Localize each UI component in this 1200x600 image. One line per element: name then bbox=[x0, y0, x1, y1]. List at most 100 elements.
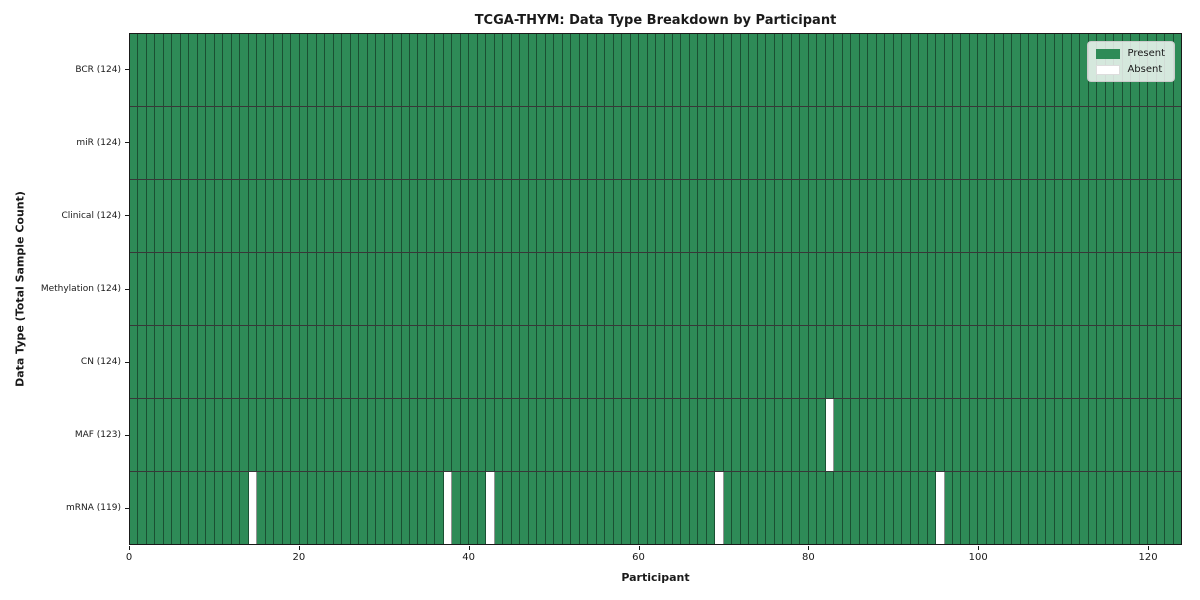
cell-present bbox=[384, 34, 394, 106]
cell-present bbox=[868, 399, 877, 471]
cell-present bbox=[842, 472, 852, 544]
cell-present bbox=[1012, 253, 1021, 325]
cell-present bbox=[783, 399, 792, 471]
cell-present bbox=[766, 180, 775, 252]
cell-present bbox=[1029, 472, 1038, 544]
cell-present bbox=[1063, 107, 1072, 179]
cell-present bbox=[579, 399, 589, 471]
cell-present bbox=[350, 326, 360, 398]
cell-present bbox=[384, 253, 394, 325]
cell-present bbox=[308, 180, 317, 252]
cell-present bbox=[579, 472, 589, 544]
cell-present bbox=[749, 472, 758, 544]
cell-present bbox=[393, 180, 402, 252]
cell-present bbox=[257, 472, 266, 544]
cell-present bbox=[622, 107, 631, 179]
cell-present bbox=[291, 180, 300, 252]
cell-present bbox=[342, 107, 351, 179]
legend-label-present: Present bbox=[1127, 48, 1165, 59]
cell-present bbox=[1131, 326, 1140, 398]
cell-present bbox=[469, 399, 478, 471]
cell-present bbox=[740, 399, 750, 471]
cell-present bbox=[401, 326, 410, 398]
cell-present bbox=[384, 326, 394, 398]
y-tick-mark bbox=[125, 215, 129, 217]
cell-present bbox=[367, 472, 377, 544]
cell-present bbox=[952, 253, 962, 325]
cell-present bbox=[299, 472, 309, 544]
cell-present bbox=[1156, 472, 1166, 544]
cell-present bbox=[647, 34, 657, 106]
cell-present bbox=[316, 107, 326, 179]
cell-present bbox=[520, 253, 529, 325]
cell-present bbox=[605, 399, 614, 471]
cell-present bbox=[986, 472, 996, 544]
cell-present bbox=[1054, 326, 1064, 398]
cell-present bbox=[528, 472, 538, 544]
cell-present bbox=[851, 253, 860, 325]
cell-present bbox=[588, 107, 597, 179]
cell-present bbox=[952, 180, 962, 252]
cell-present bbox=[333, 107, 343, 179]
cell-present bbox=[206, 253, 215, 325]
cell-present bbox=[969, 107, 979, 179]
cell-present bbox=[1114, 180, 1123, 252]
cell-present bbox=[851, 34, 860, 106]
cell-present bbox=[834, 253, 843, 325]
cell-present bbox=[910, 472, 920, 544]
cell-present bbox=[418, 34, 427, 106]
cell-present bbox=[723, 34, 733, 106]
cell-present bbox=[1029, 399, 1038, 471]
cell-present bbox=[732, 34, 741, 106]
cell-present bbox=[138, 253, 147, 325]
cell-present bbox=[995, 107, 1004, 179]
cell-present bbox=[1148, 399, 1157, 471]
cell-present bbox=[732, 107, 741, 179]
cell-present bbox=[180, 326, 190, 398]
cell-present bbox=[274, 34, 283, 106]
cell-present bbox=[995, 253, 1004, 325]
cell-present bbox=[257, 34, 266, 106]
cell-present bbox=[452, 34, 461, 106]
y-tick-label: Clinical (124) bbox=[61, 210, 121, 221]
cell-present bbox=[1029, 180, 1038, 252]
cell-present bbox=[969, 326, 979, 398]
cell-present bbox=[460, 253, 470, 325]
cell-present bbox=[588, 399, 597, 471]
cell-present bbox=[1131, 399, 1140, 471]
cell-present bbox=[359, 472, 368, 544]
cell-present bbox=[783, 253, 792, 325]
cell-present bbox=[163, 34, 173, 106]
cell-present bbox=[130, 326, 139, 398]
cell-present bbox=[868, 472, 877, 544]
cell-present bbox=[605, 180, 614, 252]
cell-present bbox=[240, 253, 249, 325]
cell-present bbox=[155, 107, 164, 179]
cell-present bbox=[231, 34, 241, 106]
cell-present bbox=[1080, 180, 1089, 252]
cell-present bbox=[885, 326, 894, 398]
cell-present bbox=[223, 399, 232, 471]
cell-present bbox=[723, 472, 733, 544]
cell-present bbox=[452, 399, 461, 471]
cell-present bbox=[1003, 107, 1013, 179]
cell-present bbox=[130, 34, 139, 106]
cell-present bbox=[952, 399, 962, 471]
cell-present bbox=[325, 472, 334, 544]
cell-present bbox=[528, 326, 538, 398]
cell-present bbox=[155, 180, 164, 252]
cell-present bbox=[452, 180, 461, 252]
cell-present bbox=[588, 472, 597, 544]
cell-present bbox=[639, 472, 648, 544]
cell-present bbox=[562, 253, 572, 325]
cell-present bbox=[834, 472, 843, 544]
cell-present bbox=[231, 472, 241, 544]
cell-present bbox=[1088, 326, 1098, 398]
cell-present bbox=[308, 253, 317, 325]
cell-present bbox=[698, 253, 707, 325]
cell-present bbox=[460, 472, 470, 544]
cell-present bbox=[1131, 253, 1140, 325]
cell-present bbox=[1080, 399, 1089, 471]
cell-present bbox=[579, 180, 589, 252]
cell-present bbox=[944, 107, 953, 179]
